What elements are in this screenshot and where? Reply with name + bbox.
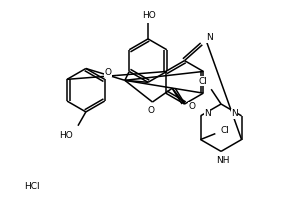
Text: N: N <box>204 109 211 118</box>
Text: NH: NH <box>216 156 230 165</box>
Text: N: N <box>206 33 213 42</box>
Text: N: N <box>231 109 238 118</box>
Text: HO: HO <box>142 11 156 20</box>
Text: Cl: Cl <box>221 126 230 135</box>
Text: O: O <box>148 106 155 116</box>
Text: Cl: Cl <box>199 77 208 86</box>
Text: HO: HO <box>59 131 73 140</box>
Text: O: O <box>105 68 112 77</box>
Text: HCl: HCl <box>24 182 39 191</box>
Text: O: O <box>188 102 195 112</box>
